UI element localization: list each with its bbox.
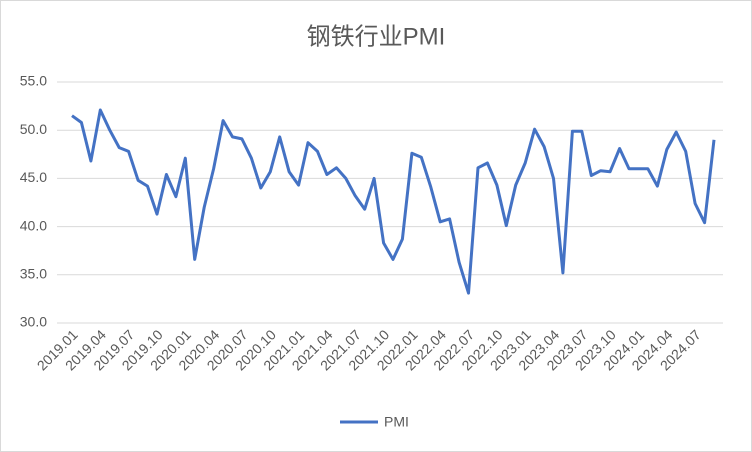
y-tick-label: 55.0 (20, 73, 47, 89)
y-tick-label: 30.0 (20, 314, 47, 330)
legend-label: PMI (384, 414, 409, 430)
y-tick-label: 35.0 (20, 266, 47, 282)
data-line (71, 108, 716, 295)
y-tick-label: 40.0 (20, 217, 47, 233)
chart-title: 钢铁行业PMI (307, 23, 446, 50)
y-tick-label: 50.0 (20, 121, 47, 137)
y-tick-label: 45.0 (20, 169, 47, 185)
